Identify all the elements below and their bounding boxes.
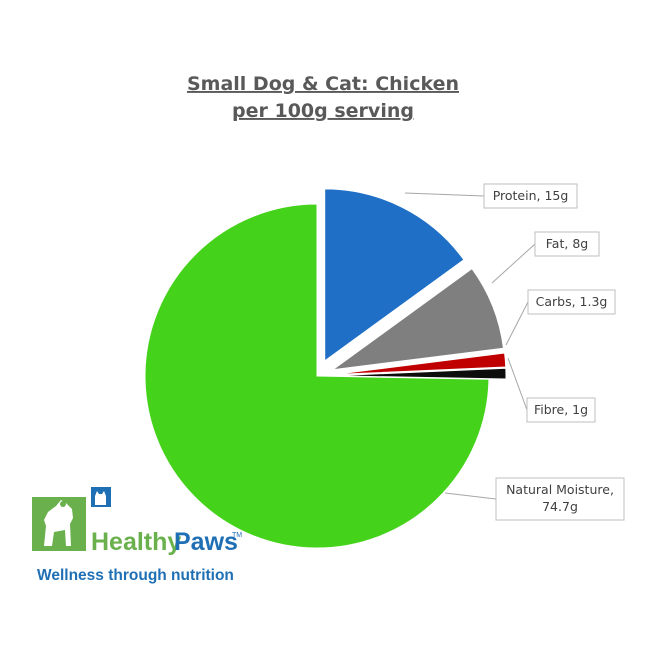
slice-label-protein: Protein, 15g [493, 188, 569, 203]
logo-tagline: Wellness through nutrition [37, 567, 234, 584]
chart-title: Small Dog & Cat: Chicken [187, 73, 459, 95]
dog-icon [32, 497, 86, 551]
pie-slices [144, 188, 507, 549]
chart-subtitle: per 100g serving [232, 100, 414, 122]
slice-natural-moisture [144, 203, 490, 549]
label-box-natural-moisture [495, 477, 625, 521]
logo-brand-healthy: Healthy [91, 528, 181, 556]
leader-line-natural-moisture [444, 492, 497, 500]
slice-labels: Protein, 15g Fat, 8g Carbs, 1.3g Fibre, 1g N… [404, 183, 625, 521]
slice-label-natural-moisture-line-2: 74.7g [542, 499, 578, 514]
label-box-carbs [527, 289, 616, 315]
label-box-fibre [526, 397, 596, 423]
slice-label-carbs: Carbs, 1.3g [536, 294, 608, 309]
slice-label-fat: Fat, 8g [546, 236, 588, 251]
healthypaws-logo: Healthy Paws TM Wellness through nutriti… [32, 487, 242, 584]
slice-carbs [333, 352, 507, 376]
label-box-protein [483, 183, 578, 209]
slice-fibre [333, 367, 507, 380]
logo-brand-paws: Paws [174, 528, 238, 556]
leader-line-carbs [505, 301, 529, 346]
cat-icon [91, 487, 111, 507]
leader-line-fibre [507, 357, 528, 411]
slice-label-natural-moisture-line-1: Natural Moisture, [506, 482, 614, 497]
slice-fat [332, 267, 505, 371]
leader-line-protein [404, 192, 485, 197]
slice-label-fibre: Fibre, 1g [534, 402, 588, 417]
logo-trademark: TM [232, 532, 242, 539]
label-box-fat [534, 231, 600, 257]
leader-line-fat [491, 243, 536, 284]
slice-protein [324, 188, 465, 362]
